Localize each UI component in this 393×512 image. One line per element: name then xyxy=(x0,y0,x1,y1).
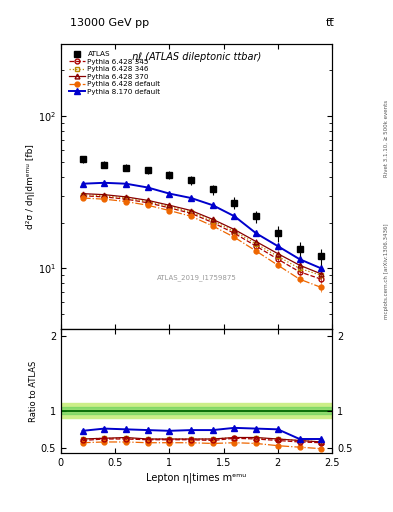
Y-axis label: Ratio to ATLAS: Ratio to ATLAS xyxy=(29,360,38,422)
Text: ATLAS_2019_I1759875: ATLAS_2019_I1759875 xyxy=(157,274,236,281)
Bar xyxy=(61,407,332,415)
Text: mcplots.cern.ch [arXiv:1306.3436]: mcplots.cern.ch [arXiv:1306.3436] xyxy=(384,224,389,319)
Text: Rivet 3.1.10, ≥ 500k events: Rivet 3.1.10, ≥ 500k events xyxy=(384,100,389,177)
Text: ηℓ (ATLAS dileptonic ttbar): ηℓ (ATLAS dileptonic ttbar) xyxy=(132,52,261,62)
X-axis label: Lepton η|times mᵉᵐᵘ: Lepton η|times mᵉᵐᵘ xyxy=(146,472,247,483)
Bar xyxy=(61,403,332,418)
Text: tt̅: tt̅ xyxy=(326,17,334,28)
Text: 13000 GeV pp: 13000 GeV pp xyxy=(70,17,150,28)
Legend: ATLAS, Pythia 6.428 345, Pythia 6.428 346, Pythia 6.428 370, Pythia 6.428 defaul: ATLAS, Pythia 6.428 345, Pythia 6.428 34… xyxy=(67,50,162,96)
Y-axis label: d²σ / dη|dmᵉᵐᵘ [fb]: d²σ / dη|dmᵉᵐᵘ [fb] xyxy=(26,144,35,229)
